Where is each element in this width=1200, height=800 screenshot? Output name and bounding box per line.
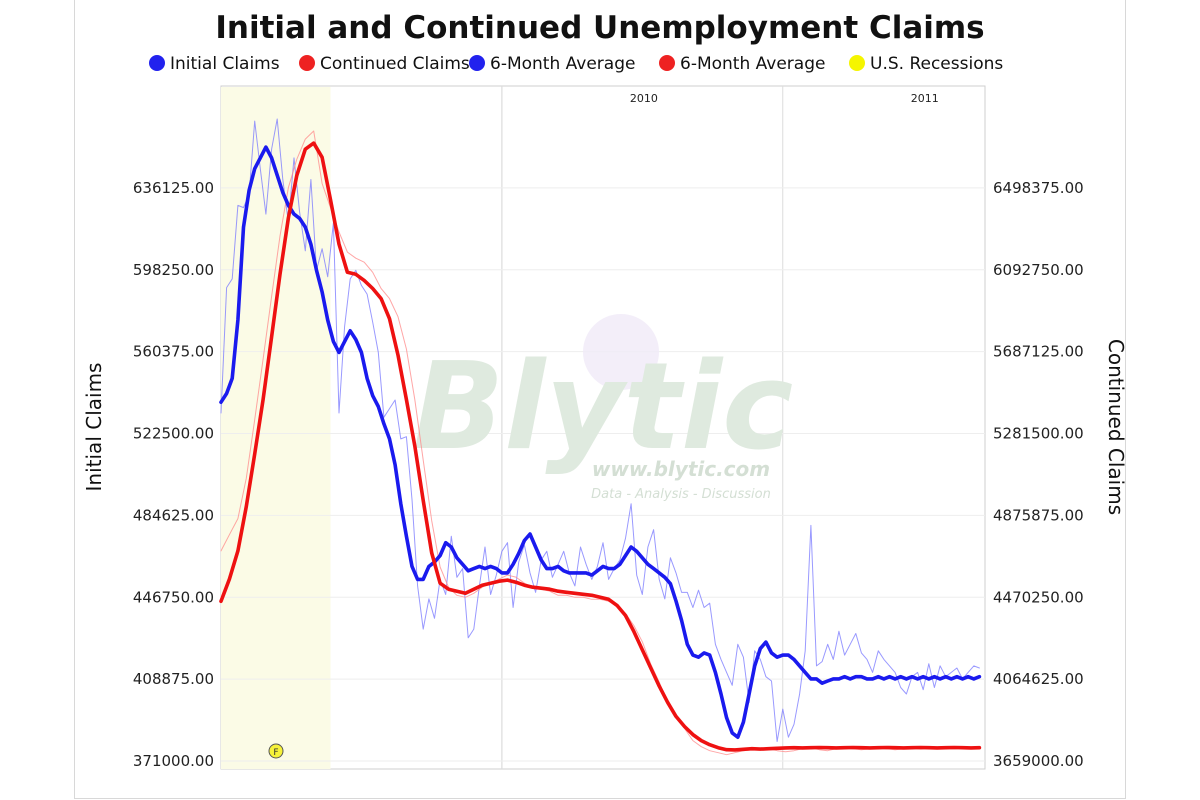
event-marker-dot[interactable] [268,743,284,759]
legend-item-1[interactable]: Continued Claims [299,54,470,74]
year-label-0: 2010 [630,92,658,105]
series-line-0 [220,118,980,742]
legend-item-4[interactable]: U.S. Recessions [849,54,1003,74]
x-year-labels: 2010 2011 [630,92,939,105]
legend-label-2: 6-Month Average [490,54,635,74]
y-right-tick-2: 5687125.00 [993,343,1084,361]
y-left-tick-7: 371000.00 [133,752,214,770]
chart-svg: Initial and Continued Unemployment Claim… [82,10,1125,770]
legend-swatch-1 [299,55,315,71]
legend-item-2[interactable]: 6-Month Average [469,54,635,74]
legend: Initial Claims Continued Claims 6-Month Av… [149,54,1003,74]
legend-swatch-4 [849,55,865,71]
y-left-tick-3: 522500.00 [133,425,214,443]
y-left-tick-6: 408875.00 [133,670,214,688]
chart-title: Initial and Continued Unemployment Claim… [215,10,984,46]
legend-label-0: Initial Claims [170,54,280,74]
series-group [219,118,982,756]
y-right-tick-7: 3659000.00 [993,752,1084,770]
y-axis-left: 636125.00 598250.00 560375.00 522500.00 4846… [133,179,214,770]
plot-area: Blytic www.blytic.com Data - Analysis - … [219,85,986,770]
y-left-tick-4: 484625.00 [133,506,214,524]
y-right-tick-6: 4064625.00 [993,670,1084,688]
y-left-tick-0: 636125.00 [133,179,214,197]
legend-swatch-3 [659,55,675,71]
event-marker-glyph: F [273,748,278,758]
recession-band [221,87,331,769]
series-line-2 [219,145,982,740]
watermark-tagline: Data - Analysis - Discussion [591,487,771,502]
y-right-tick-3: 5281500.00 [993,425,1084,443]
y-right-tick-4: 4875875.00 [993,506,1084,524]
y-axis-right-title: Continued Claims [1104,339,1125,515]
y-axis-right: 6498375.00 6092750.00 5687125.00 5281500.00… [993,179,1084,770]
y-right-tick-5: 4470250.00 [993,588,1084,606]
y-axis-left-title: Initial Claims [82,363,106,492]
legend-item-0[interactable]: Initial Claims [149,54,280,74]
legend-label-3: 6-Month Average [680,54,825,74]
chart-frame: Initial and Continued Unemployment Claim… [74,0,1126,799]
event-marker[interactable]: F [268,743,284,759]
watermark-glow [583,314,659,390]
y-right-tick-0: 6498375.00 [993,179,1084,197]
legend-item-3[interactable]: 6-Month Average [659,54,825,74]
legend-swatch-0 [149,55,165,71]
plot-background [220,85,986,770]
y-left-tick-2: 560375.00 [133,343,214,361]
legend-label-1: Continued Claims [320,54,470,74]
legend-label-4: U.S. Recessions [870,54,1003,74]
watermark-url: www.blytic.com [592,457,770,481]
y-left-tick-1: 598250.00 [133,261,214,279]
y-right-tick-1: 6092750.00 [993,261,1084,279]
watermark-brand: Blytic [413,338,793,477]
series-line-3 [219,141,982,752]
year-label-1: 2011 [911,92,939,105]
y-left-tick-5: 446750.00 [133,588,214,606]
watermark: Blytic www.blytic.com Data - Analysis - … [413,314,793,502]
legend-swatch-2 [469,55,485,71]
